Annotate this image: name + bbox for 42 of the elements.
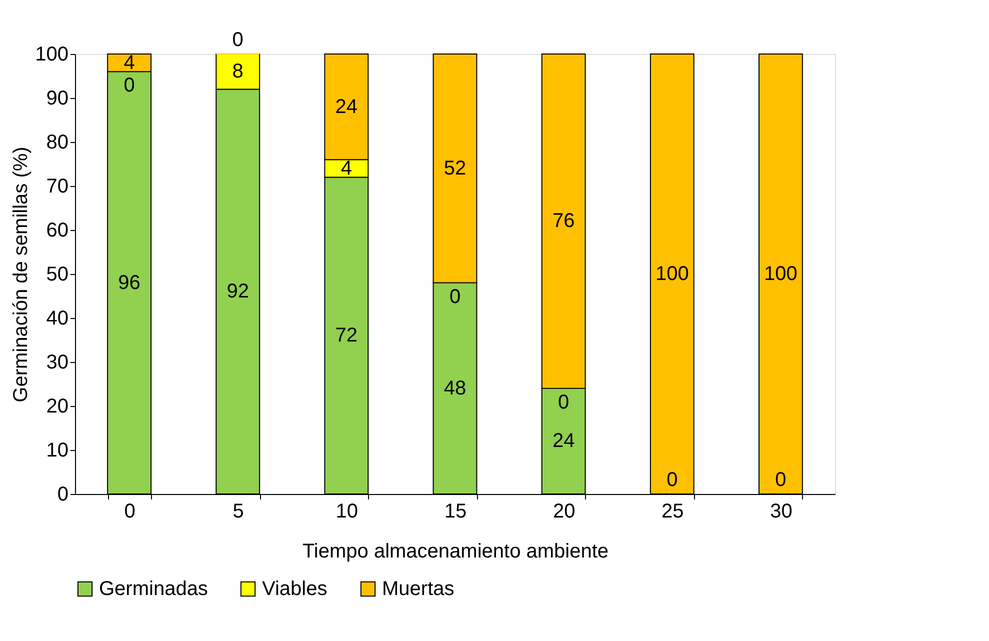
y-tick-label: 40	[46, 308, 68, 330]
data-label: 0	[449, 286, 461, 308]
x-tick-label: 30	[770, 500, 792, 522]
data-label: 96	[118, 272, 140, 294]
data-label: 76	[552, 210, 575, 232]
x-tick-label: 15	[444, 500, 467, 522]
data-label: 0	[124, 74, 135, 97]
y-tick-label: 100	[35, 44, 68, 66]
data-label: 0	[775, 469, 786, 491]
data-label: 100	[764, 263, 798, 285]
y-tick-label: 70	[46, 176, 68, 198]
y-tick-label: 90	[46, 88, 68, 110]
y-tick-label: 30	[46, 352, 68, 374]
x-tick-label: 0	[124, 500, 136, 522]
data-label: 24	[552, 430, 575, 452]
legend-label: Germinadas	[99, 578, 208, 600]
x-axis-title: Tiempo almacenamiento ambiente	[302, 540, 609, 562]
legend-label: Muertas	[382, 578, 454, 600]
x-tick-label: 20	[552, 500, 576, 522]
data-label: 48	[444, 377, 466, 400]
data-label: 100	[655, 263, 689, 285]
data-label: 4	[124, 52, 135, 74]
y-tick-label: 0	[57, 484, 68, 506]
y-tick-label: 10	[46, 440, 68, 462]
data-label: 4	[340, 157, 352, 180]
data-label: 0	[666, 469, 678, 491]
x-tick-label: 5	[232, 500, 244, 522]
y-tick-label: 50	[46, 264, 68, 286]
data-label: 0	[232, 29, 244, 51]
x-tick-label: 10	[336, 500, 358, 522]
y-tick-label: 60	[46, 220, 68, 242]
legend-label: Viables	[262, 578, 328, 600]
data-label: 52	[444, 157, 466, 180]
data-label: 72	[335, 324, 358, 347]
x-tick-label: 25	[662, 500, 684, 522]
y-axis-title: Germinación de semillas (%)	[10, 146, 32, 402]
data-label: 8	[232, 60, 244, 83]
data-label: 0	[558, 391, 570, 414]
data-label: 92	[226, 280, 249, 303]
y-tick-label: 20	[46, 396, 68, 418]
y-tick-label: 80	[46, 132, 68, 154]
data-label: 24	[335, 96, 358, 118]
